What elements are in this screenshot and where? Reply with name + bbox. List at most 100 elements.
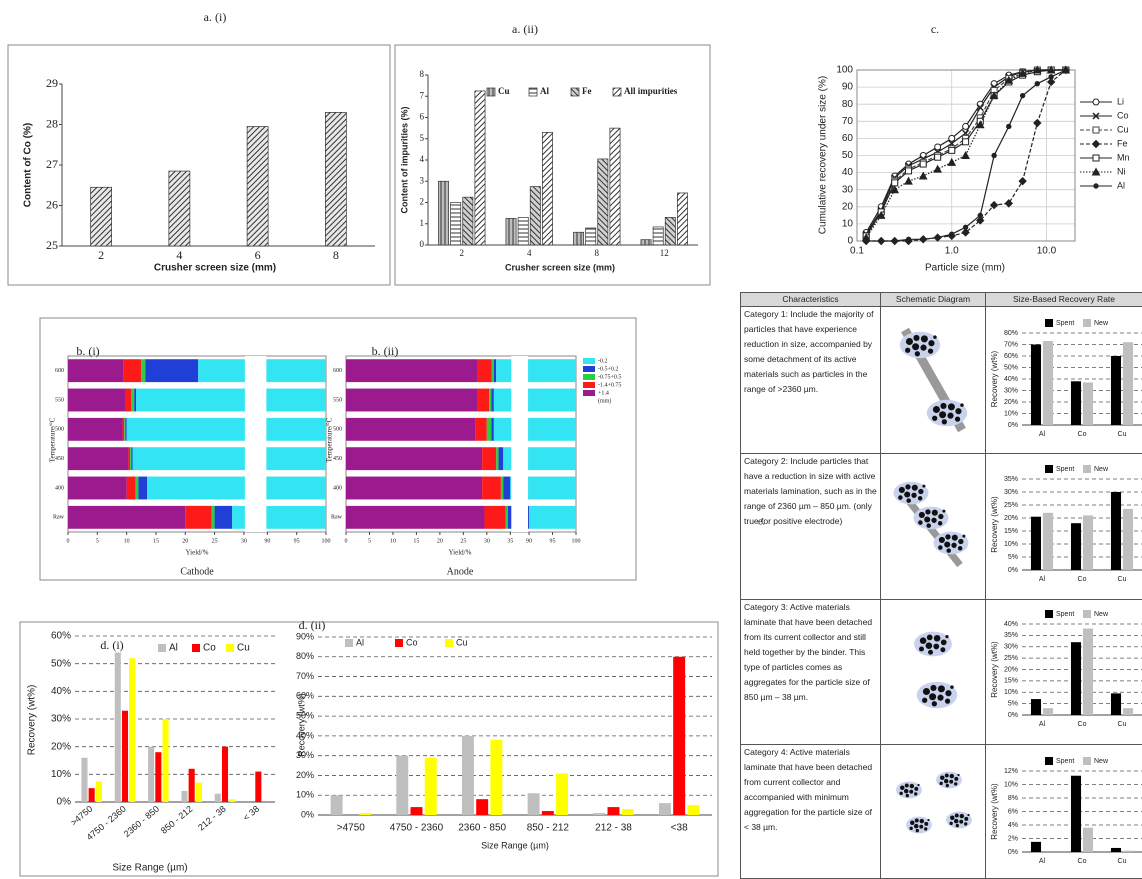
marker	[863, 233, 869, 239]
bar-segment	[482, 477, 501, 500]
y-tick-label: 40	[842, 167, 854, 178]
legend-label: Al	[356, 637, 364, 647]
header-cell: Schematic Diagram	[881, 293, 986, 307]
legend-swatch	[158, 644, 166, 652]
bar-segment	[125, 418, 126, 441]
marker	[949, 147, 955, 153]
bar	[463, 197, 473, 245]
bar-segment	[346, 359, 477, 382]
marker	[863, 229, 869, 235]
table-row: Category 4: Active materials laminate th…	[741, 745, 1142, 879]
y-tick-label: 60	[842, 133, 854, 144]
legend-marker	[1093, 113, 1099, 119]
bar-segment	[503, 477, 510, 500]
line	[866, 70, 1066, 234]
bar-segment	[131, 389, 134, 412]
bar-segment	[346, 389, 477, 412]
y-tick-label: 550	[55, 397, 64, 403]
marker	[963, 135, 969, 141]
bar-segment	[492, 389, 494, 412]
x-tick-label: 2360 - 850	[458, 823, 506, 834]
marker	[977, 115, 983, 121]
x-tick-label: 4750 - 2360	[85, 804, 128, 843]
chart-title: d. (ii)	[299, 618, 326, 632]
chart-title: c.	[931, 22, 939, 36]
marker	[878, 204, 884, 210]
y-tick-label: Raw	[331, 515, 343, 521]
marker	[1035, 81, 1039, 85]
x-tick-label: <38	[671, 823, 688, 834]
bar	[598, 159, 608, 245]
marker	[1006, 74, 1012, 80]
marker	[920, 159, 926, 165]
x-tick-label: 10.0	[1037, 246, 1057, 257]
y-tick-label: 70%	[296, 671, 314, 681]
x-tick-label: 5	[96, 538, 99, 544]
legend-label: Cu	[1117, 124, 1129, 134]
plot-frame	[857, 70, 1075, 241]
chart-title: a. (i)	[204, 10, 227, 24]
marker	[949, 146, 955, 152]
bar-segment	[136, 389, 326, 412]
marker	[920, 236, 927, 243]
marker	[1063, 67, 1069, 73]
bar-segment	[503, 447, 576, 470]
marker	[920, 173, 927, 180]
x-tick-label: 35	[507, 538, 513, 544]
y-tick-label: 30%	[51, 714, 71, 725]
legend-marker	[1093, 127, 1099, 133]
legend-label: Al	[1117, 180, 1125, 190]
bar-segment	[127, 477, 136, 500]
bar-segment	[127, 418, 326, 441]
line	[866, 70, 1066, 236]
header-cell: Size-Based Recovery Rate	[986, 293, 1142, 307]
header-cell: Characteristics	[741, 293, 881, 307]
y-tick-label: 100	[836, 65, 853, 76]
marker	[935, 235, 939, 239]
bar	[677, 193, 687, 245]
marker	[948, 159, 955, 166]
x-axis-label: Crusher screen size (mm)	[505, 262, 615, 272]
marker	[977, 105, 983, 111]
x-axis-label: Particle size (mm)	[925, 263, 1005, 274]
y-tick-label: 90	[842, 82, 854, 93]
y-tick-label: 90%	[296, 631, 314, 641]
bar	[586, 228, 596, 245]
axis-break	[511, 356, 528, 532]
marker	[934, 166, 941, 173]
legend-swatch	[583, 358, 595, 364]
series	[863, 67, 1069, 239]
bar-segment	[499, 447, 504, 470]
y-tick-label: 60%	[296, 691, 314, 701]
series	[864, 68, 1068, 243]
x-tick-label: 8	[333, 248, 339, 262]
bar-segment	[124, 359, 142, 382]
legend-swatch	[192, 644, 200, 652]
y-axis-label: Content of Co (%)	[23, 123, 34, 207]
chart-title: b. (ii)	[372, 344, 399, 358]
legend-label: Cu	[237, 643, 250, 654]
x-axis-label: Size Range (µm)	[481, 840, 549, 850]
bar-segment	[68, 506, 185, 529]
bar-segment	[123, 418, 125, 441]
marker	[905, 238, 912, 245]
bar-segment	[482, 447, 496, 470]
bar	[89, 788, 95, 802]
legend-label: Fe	[1117, 138, 1128, 148]
row-text: Category 3: Active materials laminate th…	[741, 600, 881, 745]
legend-label: Co	[1117, 110, 1129, 120]
legend-label: All impurities	[624, 86, 678, 96]
x-tick-label: 1.0	[945, 246, 959, 257]
bar	[229, 799, 235, 802]
y-tick-label: 450	[55, 456, 64, 462]
x-tick-label: 4750 - 2360	[390, 823, 444, 834]
legend-label: Fe	[582, 86, 592, 96]
bar-segment	[198, 359, 326, 382]
legend-swatch	[345, 639, 353, 647]
x-tick-label: 850 - 212	[159, 804, 195, 836]
bar	[169, 171, 190, 246]
bar-segment	[138, 477, 147, 500]
legend-label: -0.75+0.5	[598, 374, 621, 380]
bar-segment	[492, 359, 494, 382]
